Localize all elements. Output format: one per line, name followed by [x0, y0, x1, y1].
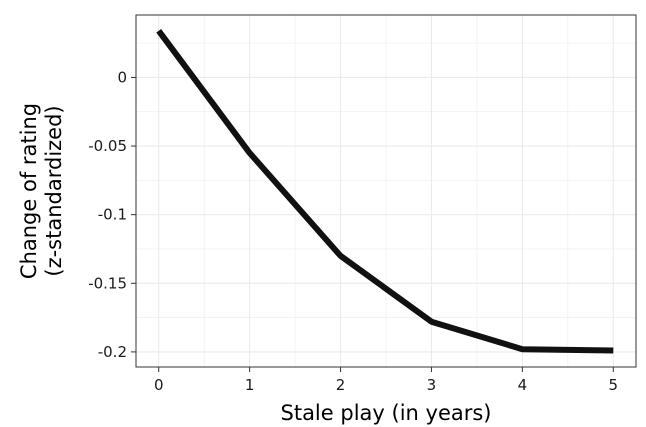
x-axis-title: Stale play (in years)	[281, 401, 492, 425]
y-axis-title-line-2: (z-standardized)	[42, 105, 66, 276]
x-tick-label: 1	[245, 376, 255, 394]
x-tick-label: 0	[154, 376, 164, 394]
y-tick-label: -0.05	[88, 137, 127, 155]
x-axis-ticks: 0 1 2 3 4 5	[154, 367, 618, 394]
y-axis-title: Change of rating (z-standardized)	[17, 103, 66, 279]
x-tick-label: 2	[336, 376, 346, 394]
x-tick-label: 5	[608, 376, 618, 394]
y-tick-label: -0.15	[88, 274, 127, 292]
y-tick-label: -0.1	[98, 206, 127, 224]
major-gridlines	[136, 15, 636, 367]
x-tick-label: 4	[518, 376, 528, 394]
x-tick-label: 3	[427, 376, 437, 394]
plot-border	[135, 14, 637, 368]
y-tick-label: 0	[117, 68, 127, 86]
y-axis-title-line-1: Change of rating	[17, 103, 41, 279]
y-axis-ticks: 0 -0.05 -0.1 -0.15 -0.2	[88, 68, 136, 361]
y-tick-label: -0.2	[98, 343, 127, 361]
series-line	[156, 29, 614, 354]
